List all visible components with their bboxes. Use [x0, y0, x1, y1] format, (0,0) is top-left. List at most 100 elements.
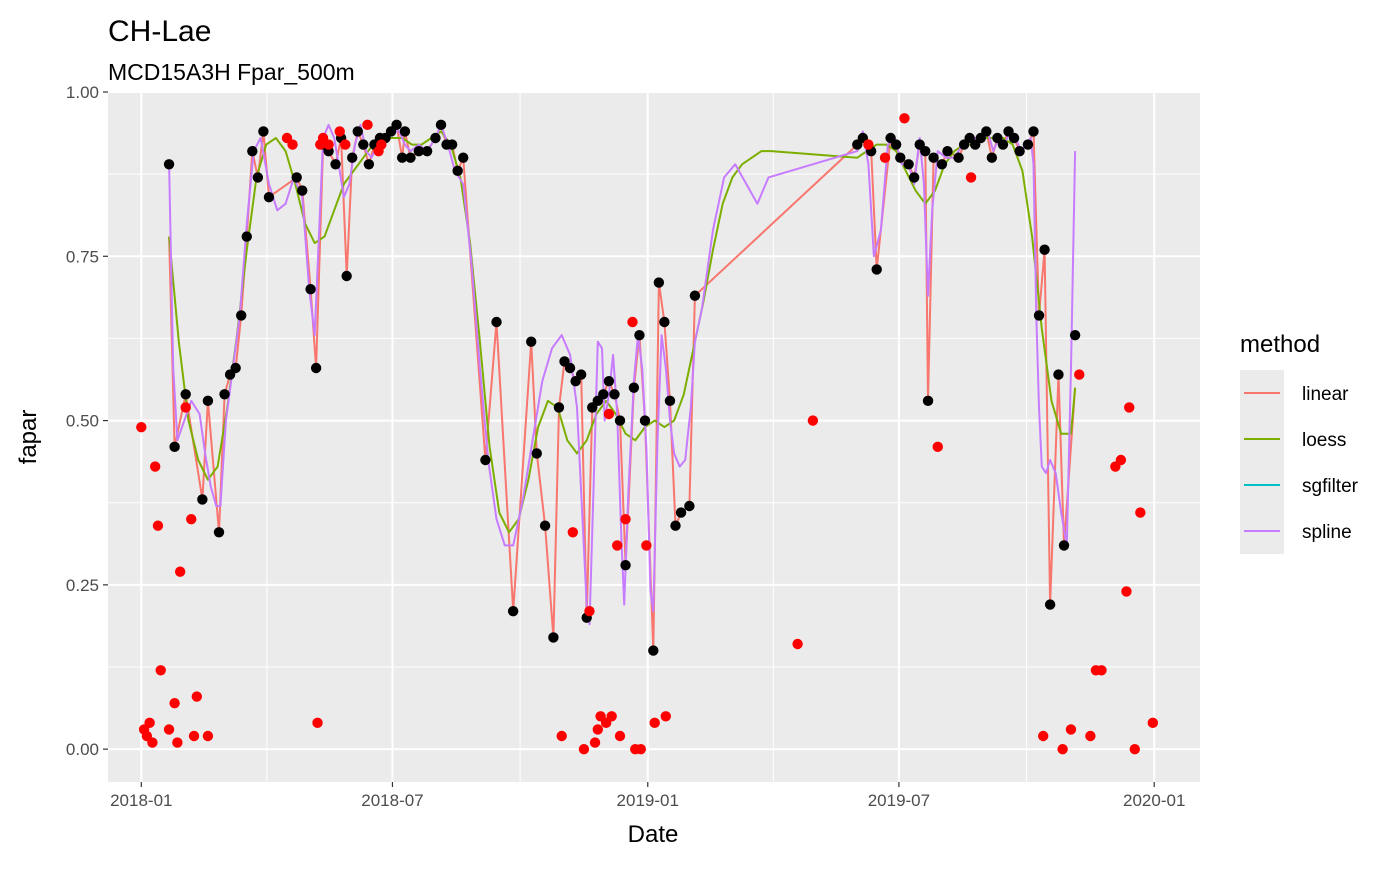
x-axis: 2018-01 2018-07 2019-01 2019-07 2020-01	[110, 782, 1185, 810]
raw-point	[1129, 743, 1140, 755]
raw-point	[180, 402, 191, 413]
raw-point	[603, 408, 615, 420]
raw-point	[932, 441, 943, 453]
filtered-point	[684, 500, 695, 512]
raw-point	[627, 316, 638, 328]
filtered-point	[291, 172, 302, 183]
raw-point	[1074, 369, 1085, 380]
filtered-point	[1008, 132, 1020, 144]
filtered-point	[603, 375, 615, 387]
filtered-point	[575, 369, 587, 380]
filtered-point	[903, 159, 914, 170]
raw-point	[807, 415, 819, 426]
filtered-point	[305, 283, 316, 295]
raw-point	[606, 711, 617, 722]
legend-label-linear: linear	[1302, 384, 1349, 405]
filtered-point	[491, 316, 502, 328]
filtered-point	[435, 119, 447, 131]
y-tick-label: 0.75	[66, 247, 99, 266]
filtered-point	[553, 402, 565, 413]
filtered-point	[670, 520, 681, 531]
legend-title: method	[1240, 331, 1320, 358]
filtered-point	[598, 389, 609, 400]
filtered-point	[634, 329, 645, 341]
x-tick-label: 2019-07	[868, 791, 930, 810]
raw-point	[136, 421, 147, 433]
raw-point	[334, 126, 345, 137]
filtered-point	[358, 139, 369, 150]
filtered-point	[1028, 126, 1039, 137]
filtered-point	[953, 152, 964, 163]
filtered-point	[648, 645, 659, 656]
raw-point	[1038, 730, 1049, 742]
filtered-point	[609, 389, 620, 400]
filtered-point	[1069, 329, 1081, 341]
filtered-point	[890, 139, 902, 150]
raw-point	[287, 139, 298, 150]
raw-point	[147, 737, 158, 748]
filtered-point	[169, 441, 180, 453]
filtered-point	[399, 126, 411, 137]
filtered-point	[895, 152, 906, 163]
raw-point	[965, 172, 977, 183]
raw-point	[556, 730, 567, 742]
filtered-point	[413, 145, 425, 157]
filtered-point	[391, 119, 402, 131]
raw-point	[1124, 402, 1135, 413]
filtered-point	[421, 145, 433, 157]
raw-point	[792, 638, 803, 650]
filtered-point	[330, 159, 341, 170]
x-tick-label: 2020-01	[1123, 791, 1185, 810]
filtered-point	[507, 605, 519, 617]
filtered-point	[548, 632, 559, 643]
raw-point	[592, 724, 604, 735]
raw-point	[1115, 454, 1127, 466]
filtered-point	[928, 152, 939, 163]
y-tick-label: 0.50	[66, 412, 99, 431]
raw-point	[620, 513, 631, 525]
filtered-point	[922, 395, 934, 407]
filtered-point	[263, 191, 275, 203]
raw-point	[567, 527, 579, 538]
filtered-point	[219, 389, 230, 400]
filtered-point	[871, 264, 882, 275]
raw-point	[174, 566, 186, 577]
filtered-point	[363, 159, 375, 170]
raw-point	[323, 139, 334, 150]
raw-point	[155, 665, 166, 676]
filtered-point	[1022, 139, 1034, 150]
legend-label-loess: loess	[1302, 430, 1346, 451]
filtered-point	[564, 362, 576, 374]
filtered-point	[942, 145, 953, 157]
raw-point	[899, 113, 910, 124]
raw-point	[660, 711, 671, 722]
y-axis: 0.00 0.25 0.50 0.75 1.00	[66, 83, 108, 759]
filtered-point	[1014, 145, 1025, 157]
legend-label-sgfilter: sgfilter	[1302, 476, 1359, 497]
raw-point	[879, 152, 891, 163]
raw-point	[186, 513, 197, 525]
raw-point	[584, 605, 595, 617]
raw-point	[641, 540, 652, 551]
filtered-point	[659, 316, 670, 328]
raw-point	[1147, 717, 1159, 729]
legend: method linear loess sgfilter spline	[1240, 331, 1359, 554]
raw-point	[312, 717, 323, 729]
raw-point	[1121, 586, 1132, 597]
filtered-point	[653, 277, 665, 288]
filtered-point	[1039, 244, 1050, 255]
filtered-point	[213, 527, 225, 538]
filtered-point	[664, 395, 676, 407]
raw-point	[163, 724, 175, 735]
y-axis-title: fapar	[15, 410, 42, 465]
filtered-point	[1033, 310, 1045, 321]
series-line-loess	[168, 130, 1077, 534]
raw-point	[202, 730, 214, 742]
filtered-point	[252, 172, 264, 183]
filtered-point	[297, 185, 308, 196]
filtered-point	[531, 448, 542, 459]
raw-point	[649, 717, 660, 729]
filtered-point	[258, 126, 269, 137]
filtered-point	[310, 362, 322, 374]
